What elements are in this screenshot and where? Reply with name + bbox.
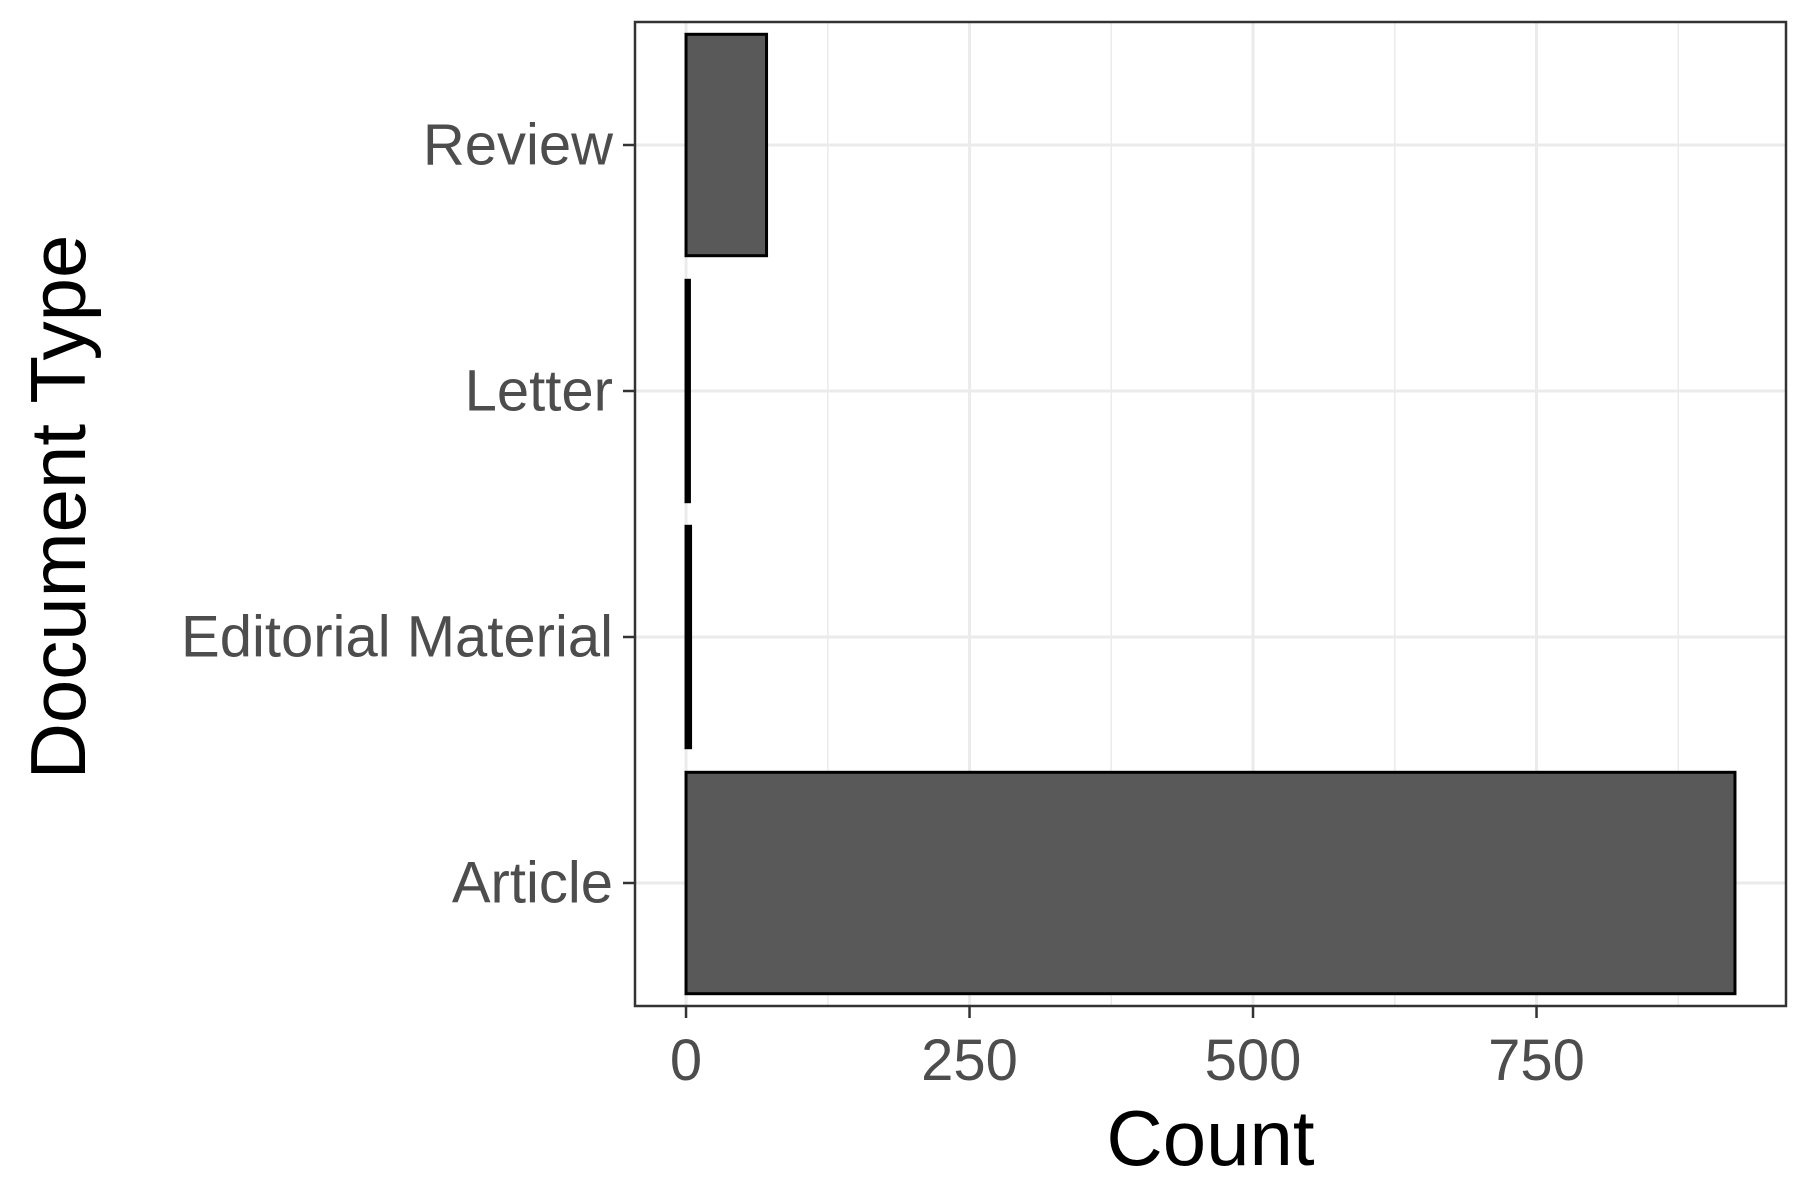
bar-letter [684,278,691,504]
bar-review [684,32,769,258]
x-tick-label: 250 [921,1028,1018,1093]
y-tick-label: Article [452,851,613,916]
x-tick-label: 500 [1205,1028,1302,1093]
y-tick-label: Letter [465,359,613,424]
panel-border [633,20,1788,1008]
y-axis-title: Document Type [14,235,102,780]
y-tick-label: Review [423,113,614,178]
y-tick-label: Editorial Material [181,605,613,670]
bar-article [684,770,1737,996]
x-tick-label: 0 [670,1028,702,1093]
x-axis-title: Count [1106,1094,1314,1182]
x-tick-label: 750 [1488,1028,1585,1093]
bars [684,32,1737,996]
bar-editorial-material [684,524,693,750]
x-axis: 0 250 500 750 [670,1006,1585,1093]
y-axis: Article Editorial Material Letter Review [181,113,635,916]
